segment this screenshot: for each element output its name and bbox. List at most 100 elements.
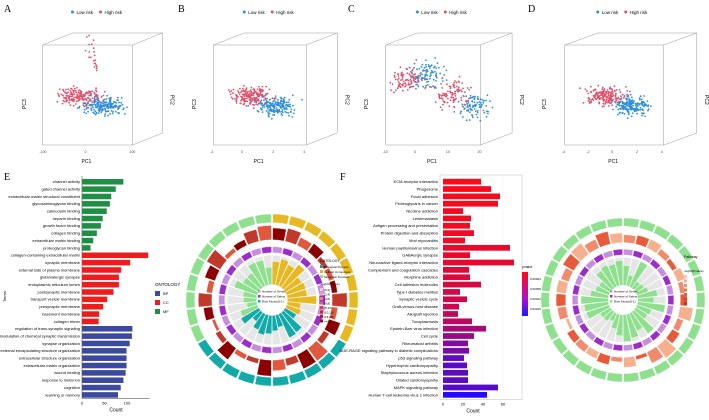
f-x-axis-label: Count (466, 409, 480, 415)
point-low-risk (427, 64, 430, 66)
f-circle-gene-bar (677, 306, 694, 322)
point-low-risk (443, 74, 445, 76)
point-low-risk (288, 105, 291, 108)
point-low-risk (644, 115, 646, 118)
f-circle-select-ring (593, 253, 605, 264)
point-low-risk (634, 107, 637, 110)
point-low-risk (430, 74, 432, 77)
f-bar (443, 384, 498, 391)
e-circle-outer-segment (339, 324, 354, 343)
e-circle-pvalue-label: (6,8] (324, 302, 330, 306)
f-circle-select-ring (602, 250, 614, 259)
f-bar (443, 325, 486, 332)
point-high-risk (245, 87, 248, 90)
f-bar (443, 362, 467, 369)
x-tick-label: 0 (85, 150, 87, 154)
point-high-risk (421, 79, 423, 82)
point-low-risk (265, 102, 268, 105)
f-circle-rich-factor (600, 264, 618, 289)
point-high-risk (241, 87, 244, 90)
point-low-risk (435, 76, 438, 79)
point-low-risk (443, 65, 445, 68)
point-low-risk (612, 108, 614, 111)
point-high-risk (88, 43, 91, 46)
e-circle-outer-segment (254, 213, 272, 225)
x-tick-label: 20 (478, 150, 482, 154)
point-low-risk (624, 106, 627, 109)
point-high-risk (390, 89, 392, 92)
point-high-risk (249, 99, 252, 102)
point-low-risk (454, 90, 456, 93)
point-high-risk (253, 98, 255, 101)
f-circle-inner-swatch (610, 300, 613, 303)
point-high-risk (85, 104, 88, 107)
f-bar (443, 355, 464, 361)
f-colorbar-tick: 0.00016 (530, 307, 541, 311)
e-circle-select-ring (299, 256, 312, 269)
point-high-risk (623, 95, 626, 97)
point-high-risk (240, 91, 242, 94)
point-high-risk (401, 84, 403, 86)
point-high-risk (611, 90, 614, 93)
point-low-risk (421, 63, 424, 66)
point-high-risk (452, 85, 455, 88)
e-term-label: gated channel activity (42, 186, 80, 191)
f-circle-select-ring (623, 249, 634, 256)
point-low-risk (301, 98, 303, 101)
point-low-risk (267, 101, 270, 104)
f-circle-gene-bar (635, 235, 650, 248)
point-high-risk (449, 92, 452, 94)
f-circle-pvalue-swatch (684, 275, 687, 278)
z-axis-label: PC2 (169, 95, 175, 105)
point-low-risk (639, 106, 642, 109)
e-circle-outer-segment (272, 213, 290, 225)
e-legend-label: BP (163, 291, 169, 296)
point-high-risk (437, 93, 440, 96)
point-high-risk (391, 83, 394, 85)
point-high-risk (617, 97, 619, 100)
e-circle-inner-legend: Rich Factor(0-1) (262, 300, 284, 304)
e-circle-select-ring (250, 343, 262, 353)
e-bar-bp (82, 384, 121, 391)
e-circle-select-ring (225, 264, 237, 277)
e-circle-gene-bar (316, 256, 329, 270)
point-high-risk (261, 85, 264, 88)
f-pathway-label: Antigen processing and presentation (373, 223, 438, 228)
f-circle-gene-bar (562, 253, 581, 272)
point-high-risk (400, 72, 403, 75)
z-axis-label: PC2 (703, 95, 709, 105)
e-term-label: endoplasmic reticulum lumen (28, 282, 80, 287)
f-bar (443, 303, 459, 310)
point-high-risk (397, 85, 400, 88)
point-high-risk (62, 90, 65, 92)
point-low-risk (104, 113, 106, 116)
point-low-risk (430, 64, 433, 67)
e-bar-mf (82, 215, 103, 222)
e-circle-outer-segment (317, 230, 336, 248)
point-high-risk (265, 92, 267, 95)
point-low-risk (432, 85, 434, 88)
point-high-risk (78, 95, 81, 98)
point-low-risk (630, 108, 633, 111)
point-low-risk (103, 105, 106, 108)
x-tick-label: 0 (611, 150, 613, 154)
point-low-risk (256, 109, 259, 112)
point-high-risk (460, 99, 463, 102)
point-high-risk (452, 83, 454, 86)
e-bar-cc (82, 267, 122, 273)
y-axis-label: PC3 (192, 99, 198, 109)
e-term-label: transport vesicle membrane (31, 297, 81, 302)
e-circle-outer-segment (348, 291, 359, 309)
point-high-risk (70, 95, 72, 98)
point-high-risk (253, 91, 256, 94)
point-high-risk (456, 89, 459, 92)
x-tick-label: -2 (210, 150, 213, 154)
e-circle-select-ring (299, 331, 312, 344)
e-bar-cc (82, 311, 100, 317)
point-low-risk (481, 98, 483, 101)
point-high-risk (91, 90, 94, 93)
point-high-risk (440, 97, 443, 100)
point-high-risk (399, 85, 402, 88)
f-circle-gene-bar (665, 258, 678, 272)
point-low-risk (629, 106, 632, 109)
